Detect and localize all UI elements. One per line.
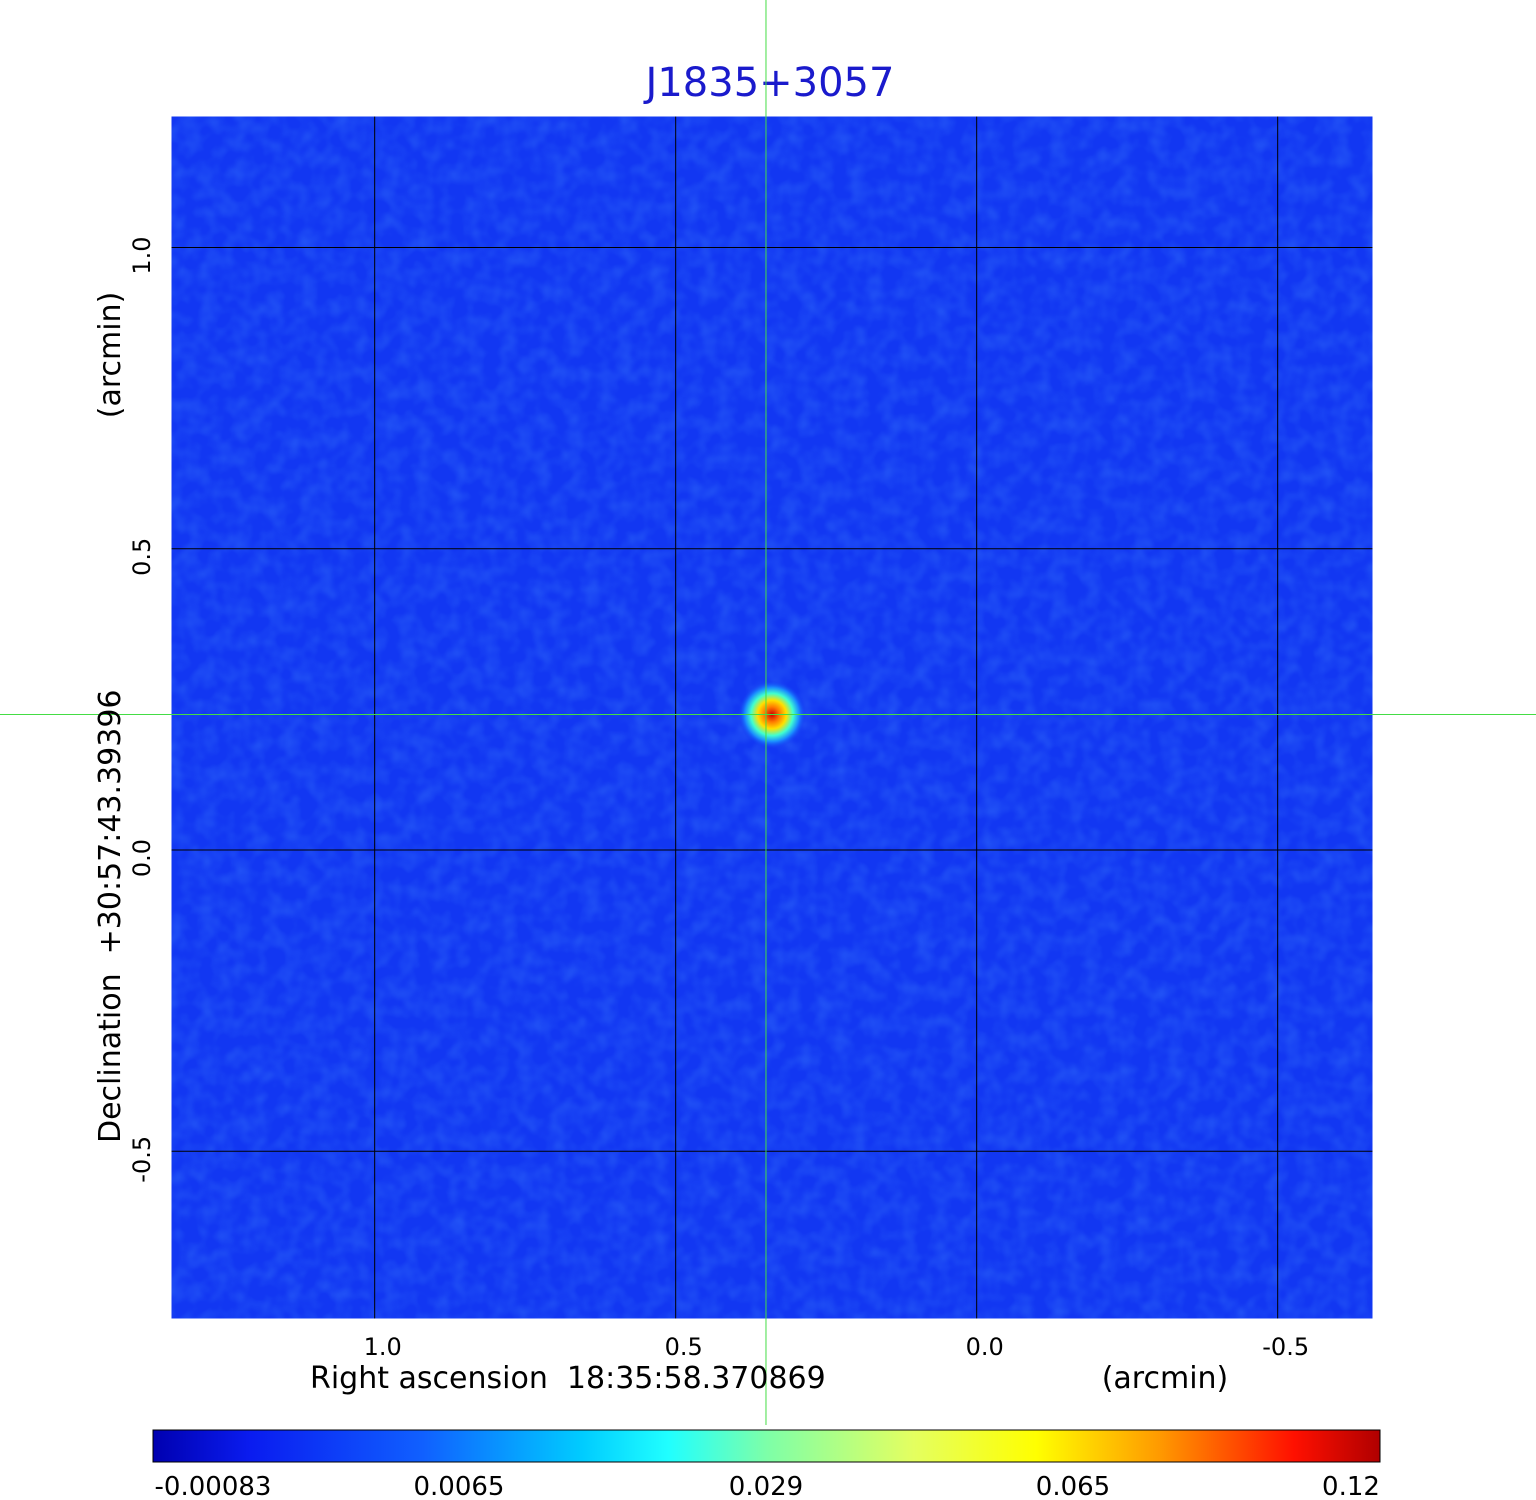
colorbar: -0.00083 0.0065 0.029 0.065 0.12: [152, 1429, 1381, 1500]
x-tick-label-1: 0.5: [665, 1333, 703, 1361]
y-tick-label-2: 0.0: [128, 839, 156, 877]
x-tick-label-3: -0.5: [1262, 1333, 1309, 1361]
image-border: [168, 113, 1376, 1322]
colorbar-tick-label-3: 0.065: [1036, 1472, 1110, 1500]
y-tick-labels: 1.0 0.5 0.0 -0.5: [128, 236, 156, 1182]
x-axis-unit: (arcmin): [1102, 1361, 1229, 1396]
colorbar-tick-labels: -0.00083 0.0065 0.029 0.065 0.12: [155, 1472, 1380, 1500]
colorbar-gradient: [152, 1429, 1381, 1463]
grid-lines: [170, 115, 1374, 1320]
x-tick-label-2: 0.0: [966, 1333, 1004, 1361]
y-tick-label-1: 0.5: [128, 538, 156, 576]
x-tick-label-0: 1.0: [364, 1333, 402, 1361]
y-axis-label: Declination +30:57:43.39396: [93, 689, 128, 1143]
colorbar-tick-label-1: 0.0065: [414, 1472, 505, 1500]
y-tick-label-0: 1.0: [128, 236, 156, 274]
chart-title: J1835+3057: [643, 60, 895, 106]
y-tick-label-3: -0.5: [128, 1136, 156, 1183]
crosshair[interactable]: [0, 0, 1536, 1425]
y-axis-unit: (arcmin): [93, 292, 128, 419]
x-tick-labels: 1.0 0.5 0.0 -0.5: [364, 1333, 1310, 1361]
colorbar-tick-label-2: 0.029: [729, 1472, 803, 1500]
colorbar-tick-label-0: -0.00083: [155, 1472, 272, 1500]
colorbar-tick-label-4: 0.12: [1322, 1472, 1380, 1500]
image-panel: [168, 113, 1376, 1322]
x-axis-label: Right ascension 18:35:58.370869: [310, 1361, 826, 1396]
